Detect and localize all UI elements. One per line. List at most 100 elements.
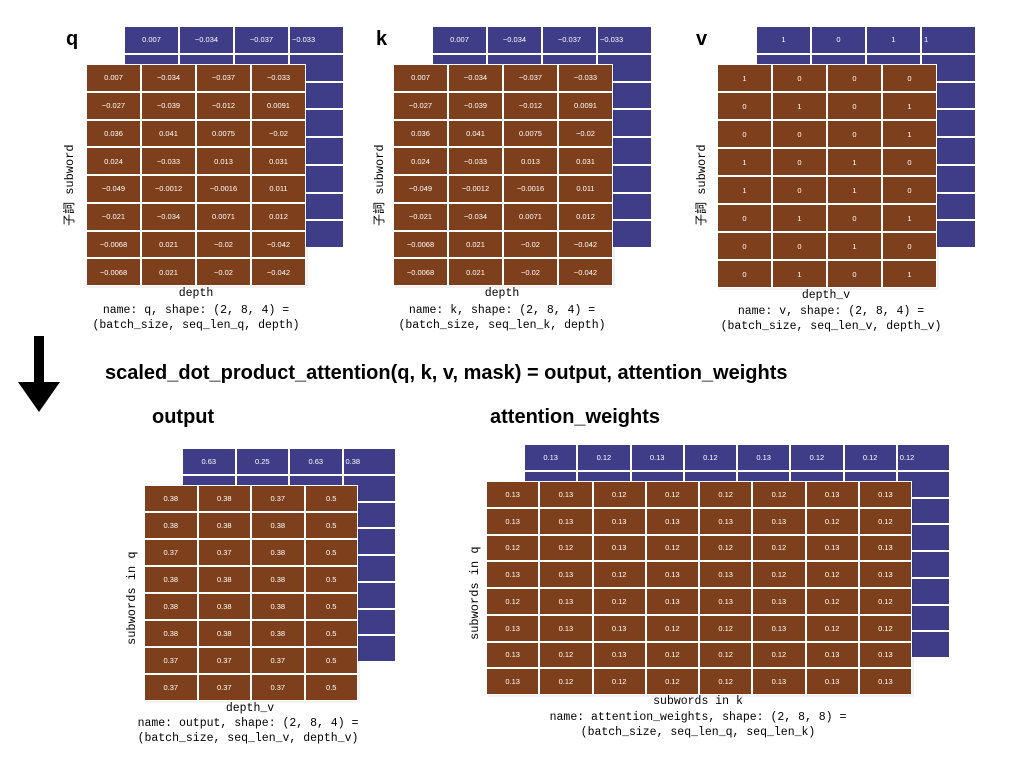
matrix-cell: −0.0012 — [449, 176, 502, 202]
matrix-cell: −0.033 — [142, 148, 195, 174]
matrix-cell: 0.38 — [198, 621, 250, 646]
matrix-cell: 0.37 — [252, 486, 304, 511]
matrix-cell: 1 — [828, 177, 881, 203]
matrix-cell: 1 — [828, 149, 881, 175]
shape-caption-attention-weights-line2: (batch_size, seq_len_q, seq_len_k) — [580, 726, 816, 739]
matrix-cell: −0.039 — [449, 92, 502, 119]
matrix-cell: −0.0068 — [394, 259, 447, 285]
matrix-cell: 0.13 — [859, 562, 911, 587]
matrix-cell: −0.02 — [197, 231, 250, 258]
matrix-cell: −0.037 — [504, 65, 557, 91]
matrix-cell: 1 — [883, 205, 936, 231]
matrix-cell: 0.13 — [646, 562, 698, 587]
matrix-cell: 0.12 — [540, 535, 592, 561]
x-axis-label-k: depth — [484, 287, 520, 300]
matrix-cell: 0.036 — [87, 120, 140, 147]
y-axis-label-output: subwords in q — [125, 551, 139, 645]
matrix-cell: 0.37 — [252, 675, 304, 700]
matrix-cell: 0.021 — [142, 231, 195, 258]
matrix-cell: 1 — [883, 261, 936, 287]
matrix-cell: 0.5 — [305, 486, 357, 511]
matrix-cell: 0.021 — [142, 259, 195, 285]
matrix-cell: 0.011 — [252, 176, 305, 202]
matrix-cell: 0.37 — [145, 540, 197, 565]
matrix-cell: 0.13 — [859, 642, 911, 668]
matrix-cell: 0 — [718, 205, 771, 231]
back-cell: 0.12 — [684, 445, 736, 470]
shape-caption-v-line2: (batch_size, seq_len_v, depth_v) — [720, 320, 942, 333]
y-axis-label-attention-weights: subwords in q — [468, 546, 482, 640]
matrix-cell: 0.13 — [859, 535, 911, 561]
matrix-cell: 0.5 — [305, 594, 357, 619]
matrix-cell: −0.042 — [559, 231, 612, 258]
y-axis-label-v: 子詞 subword — [695, 144, 709, 226]
matrix-cell: 1 — [828, 233, 881, 259]
tensor-front-layer-q: 0.007 −0.034 −0.037 −0.033 −0.027 −0.039 −0.01… — [86, 64, 306, 286]
matrix-cell: −0.033 — [252, 65, 305, 91]
matrix-cell: 0.12 — [806, 562, 858, 587]
matrix-cell: −0.049 — [394, 176, 447, 202]
back-cell: −0.037 — [543, 27, 596, 53]
matrix-cell: 0 — [828, 205, 881, 231]
matrix-cell: −0.033 — [449, 148, 502, 174]
matrix-cell: −0.027 — [87, 92, 140, 119]
matrix-cell: −0.02 — [252, 120, 305, 147]
matrix-cell: 0.5 — [305, 675, 357, 700]
back-cell: 0.12 — [578, 445, 630, 470]
matrix-cell: 0.13 — [487, 642, 539, 668]
matrix-cell: 0 — [773, 65, 826, 91]
matrix-cell: 0.13 — [593, 615, 645, 641]
back-cell: 0.13 — [738, 445, 790, 470]
matrix-cell: 0.13 — [806, 482, 858, 507]
matrix-cell: −0.02 — [504, 231, 557, 258]
back-cell: −0.034 — [180, 27, 233, 53]
matrix-cell: 0.38 — [198, 567, 250, 592]
matrix-cell: 0 — [718, 261, 771, 287]
matrix-cell: 0.12 — [487, 589, 539, 614]
matrix-cell: 0.12 — [646, 482, 698, 507]
matrix-cell: 0.12 — [859, 589, 911, 614]
back-cell: 0.12 — [844, 445, 896, 470]
matrix-cell: 0.5 — [305, 648, 357, 673]
matrix-cell: 0.041 — [142, 120, 195, 147]
matrix-cell: 0.13 — [700, 508, 752, 534]
matrix-cell: −0.02 — [559, 120, 612, 147]
tensor-front-layer-k: 0.007 −0.034 −0.037 −0.033 −0.027 −0.039 −0.01… — [393, 64, 613, 286]
matrix-cell: 0.13 — [806, 535, 858, 561]
matrix-cell: −0.02 — [197, 259, 250, 285]
matrix-cell: 0.13 — [806, 642, 858, 668]
matrix-cell: 0 — [773, 121, 826, 147]
matrix-cell: 0.12 — [753, 562, 805, 587]
matrix-cell: 0.041 — [449, 120, 502, 147]
matrix-cell: 0.12 — [593, 589, 645, 614]
matrix-cell: 0.13 — [540, 508, 592, 534]
matrix-cell: 0.38 — [145, 621, 197, 646]
matrix-cell: 0.12 — [646, 535, 698, 561]
tensor-front-layer-output: 0.38 0.38 0.37 0.5 0.38 0.38 0.38 0.5 0.37 0.37 0.… — [144, 485, 358, 701]
matrix-cell: 0.13 — [646, 508, 698, 534]
matrix-cell: 0.12 — [700, 642, 752, 668]
x-axis-label-v: depth_v — [801, 289, 851, 302]
matrix-cell: 0.021 — [449, 231, 502, 258]
matrix-cell: 0.13 — [487, 508, 539, 534]
back-cell: −0.033 — [598, 27, 651, 53]
matrix-cell: 0.37 — [198, 540, 250, 565]
matrix-cell: 0.021 — [449, 259, 502, 285]
shape-caption-q-line2: (batch_size, seq_len_q, depth) — [92, 319, 300, 332]
matrix-cell: 0.13 — [700, 562, 752, 587]
matrix-cell: 0 — [773, 149, 826, 175]
x-axis-label-output: depth_v — [225, 702, 275, 715]
matrix-cell: 0.37 — [252, 648, 304, 673]
matrix-cell: −0.0016 — [504, 176, 557, 202]
matrix-cell: 0.12 — [593, 562, 645, 587]
matrix-cell: 0.12 — [646, 642, 698, 668]
matrix-cell: −0.0068 — [87, 259, 140, 285]
matrix-cell: 0.38 — [252, 594, 304, 619]
y-axis-label-k: 子詞 subword — [373, 144, 387, 226]
tensor-letter-k: k — [376, 28, 388, 50]
matrix-cell: −0.0068 — [87, 231, 140, 258]
tensor-letter-v: v — [696, 28, 708, 50]
matrix-cell: 0.37 — [198, 675, 250, 700]
matrix-cell: 0.0075 — [197, 120, 250, 147]
